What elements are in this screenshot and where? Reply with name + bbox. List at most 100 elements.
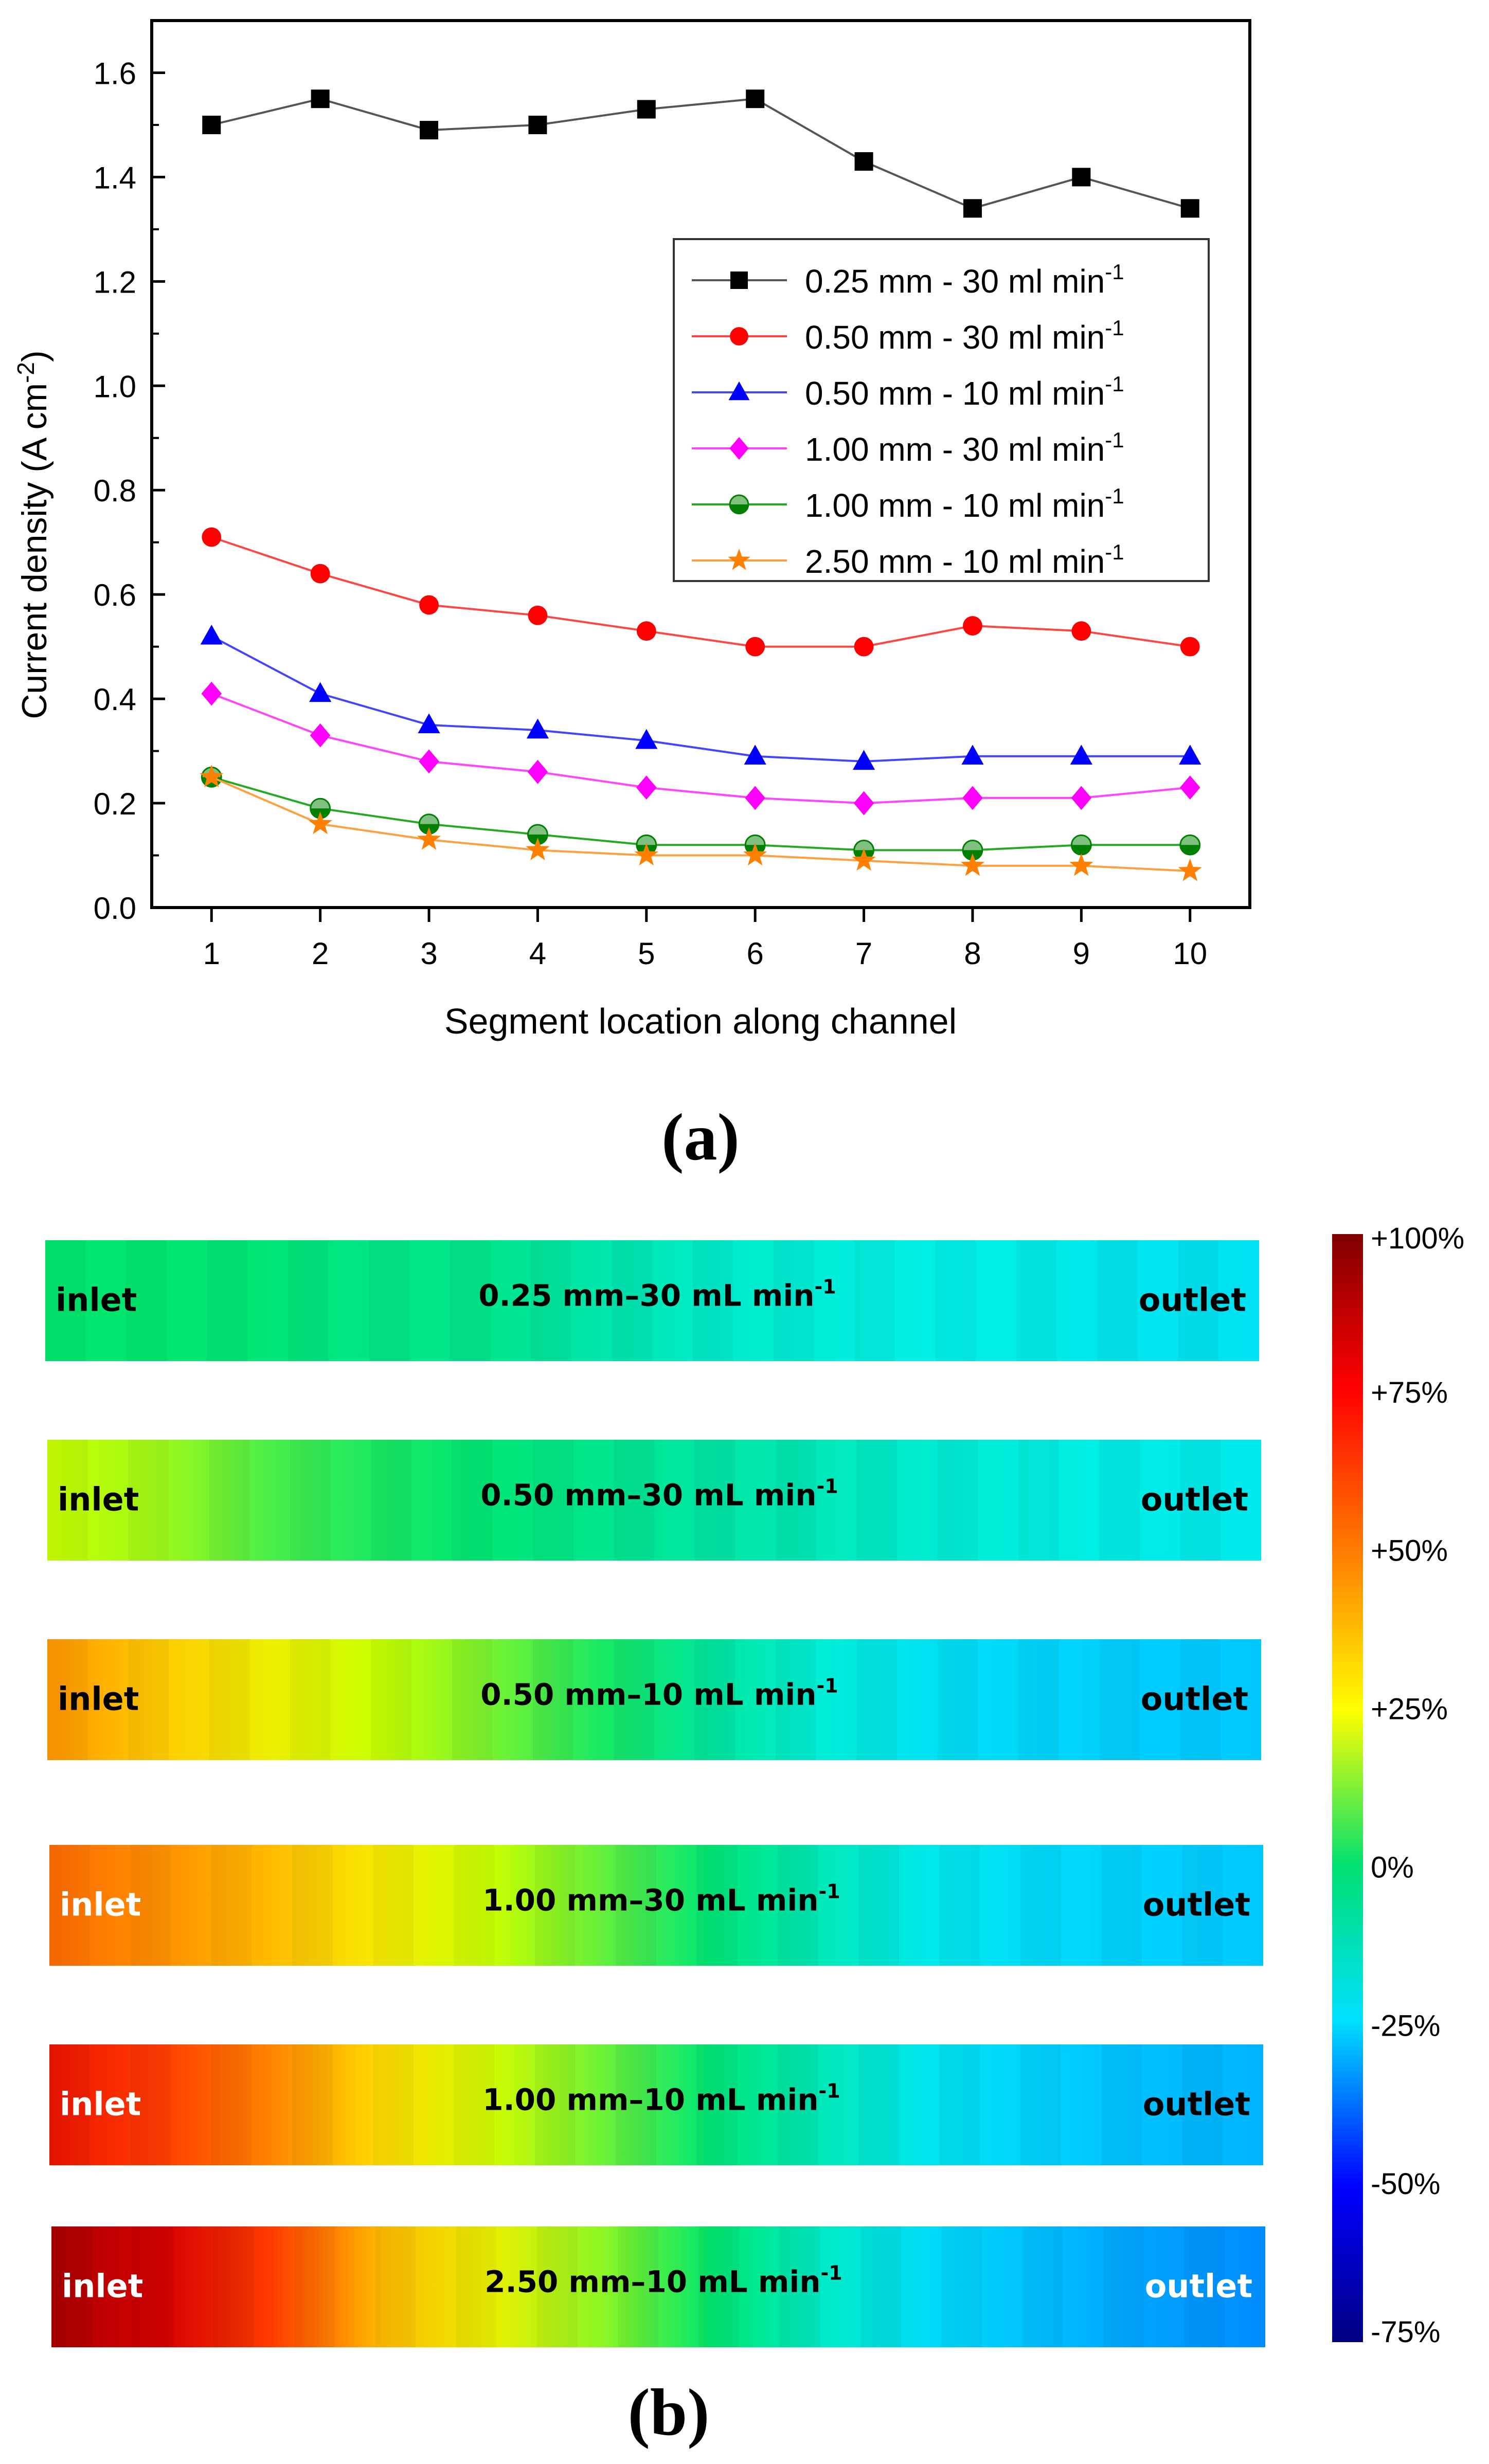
channel-label: 0.50 mm–10 mL min-1 [480,1675,838,1712]
series-1 [202,89,1199,218]
colorbar-tick-label: -75% [1371,2315,1440,2349]
segment-band [616,2044,656,2165]
data-point [1070,745,1092,765]
segment-band [49,2044,90,2165]
x-tick-label: 1 [203,936,220,971]
data-point [962,839,983,861]
segment-band [854,1240,895,1361]
y-tick-label: 1.2 [94,265,136,299]
data-point [528,605,548,625]
x-tick-label: 7 [855,936,872,971]
channel-label: 1.00 mm–30 mL min-1 [482,1880,840,1918]
segment-band [696,1845,738,1966]
legend-entry: 0.50 mm - 30 ml min-1 [692,316,1124,356]
x-tick-label: 10 [1173,936,1207,971]
segment-band [288,1240,329,1361]
legend-label: 1.00 mm - 30 ml min-1 [805,428,1124,468]
data-point [309,682,332,702]
segment-band [778,1845,818,1966]
y-tick-label: 0.8 [94,474,136,508]
legend-entry: 0.50 mm - 10 ml min-1 [692,372,1124,412]
data-point [963,199,982,218]
segment-band [290,1639,331,1760]
segment-band [1101,1845,1142,1966]
data-point [419,749,439,774]
y-tick-label: 0.0 [94,891,136,926]
outlet-label: outlet [1143,1886,1250,1924]
segment-band [51,2226,92,2347]
segment-band [856,1639,897,1760]
channel-label: 0.50 mm–30 mL min-1 [480,1475,838,1513]
data-point [419,595,439,615]
data-point [418,713,440,734]
segment-band [294,2226,335,2347]
data-point [745,637,765,657]
segment-band [1018,1440,1059,1561]
data-point [637,100,656,119]
data-point [730,271,748,289]
segment-band [776,1440,816,1561]
data-point [202,527,222,547]
data-point [1071,786,1092,810]
segment-band [47,1440,88,1561]
x-tick-label: 2 [312,936,329,971]
inlet-label: inlet [58,1481,139,1518]
series-6 [200,765,1202,881]
data-point [1179,834,1201,856]
y-tick-label: 0.4 [94,682,136,717]
channel-map-3: inlet outlet 0.50 mm–10 mL min-1 [47,1639,1261,1760]
x-tick-label: 3 [420,936,437,971]
outlet-label: outlet [1143,2086,1250,2123]
channel-bar [51,2226,1265,2347]
inlet-label: inlet [58,1680,139,1718]
line-chart: 0.00.20.40.60.81.01.21.41.6 1 2 3 4 5 6 7 8 9 10 … [12,19,1251,1174]
data-point [526,838,550,860]
legend-box [673,238,1210,582]
segment-band [1184,2226,1225,2347]
segment-band [531,1240,571,1361]
data-point [636,621,656,641]
data-point [527,759,548,784]
y-tick-label: 0.6 [94,578,136,612]
segment-band [616,1845,656,1966]
data-point [417,827,441,850]
segment-band [698,2226,740,2347]
data-point [1072,168,1091,187]
segment-band [856,1440,897,1561]
segment-band [696,2044,738,2165]
y-axis: 0.0 0.2 0.4 0.6 0.8 1.0 1.2 1.4 1.6 [94,56,165,926]
channel-label: 0.25 mm–30 mL min-1 [478,1276,836,1313]
segment-band [939,2044,980,2165]
colorbar [1332,1234,1363,2342]
series-group [200,89,1202,881]
series-3 [200,624,1201,770]
segment-band [375,2226,416,2347]
data-point [1069,853,1093,876]
y-tick-label: 1.0 [94,369,136,404]
channel-maps: inlet outlet 0.25 mm–30 mL min-1 inlet outle… [45,1240,1265,2347]
data-point [1180,637,1200,657]
channel-bar [47,1440,1261,1561]
channel-bar [49,2044,1263,2165]
data-point [743,843,767,866]
segment-band [1099,1440,1140,1561]
inlet-label: inlet [56,1281,137,1319]
legend-label: 0.50 mm - 10 ml min-1 [805,372,1124,412]
segment-band [1182,1845,1223,1966]
data-point [311,89,330,108]
segment-band [454,1845,495,1966]
segment-band [209,1440,250,1561]
colorbar-tick-label: +75% [1371,1376,1448,1409]
data-point [853,791,874,816]
segment-band [211,1845,252,1966]
data-point [1180,199,1199,218]
series-line [211,693,1190,805]
channel-map-1: inlet outlet 0.25 mm–30 mL min-1 [45,1240,1259,1361]
segment-band [692,1240,733,1361]
segment-band [1182,2044,1223,2165]
outlet-label: outlet [1139,1281,1246,1319]
segment-band [612,1240,652,1361]
data-point [854,637,874,657]
series-line [211,635,1190,763]
